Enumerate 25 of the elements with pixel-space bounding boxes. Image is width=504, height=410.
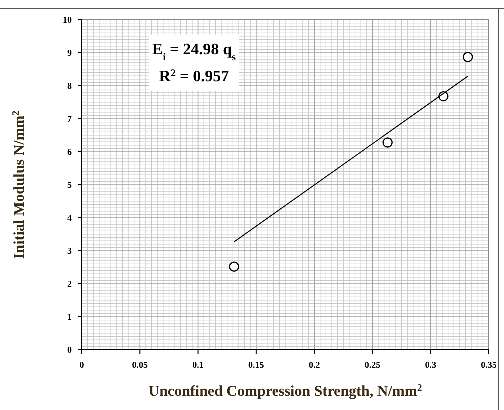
x-tick-label: 0.2 bbox=[308, 360, 321, 370]
y-tick-label: 7 bbox=[68, 114, 72, 124]
y-tick-label: 1 bbox=[68, 312, 72, 322]
annotation: R$^{2}$ = 0.957 bbox=[159, 68, 230, 86]
x-tick-label: 0.05 bbox=[132, 360, 149, 370]
x-tick-label: 0.15 bbox=[248, 360, 265, 370]
annotation: E$_{i}$ = 24.98 q$_{s}$ bbox=[152, 42, 236, 64]
y-tick-label: 5 bbox=[68, 180, 72, 190]
point bbox=[462, 52, 474, 62]
x-tick-label: 0.35 bbox=[481, 360, 498, 370]
y-tick-label: 4 bbox=[68, 213, 72, 223]
y-tick-label: 0 bbox=[68, 345, 72, 355]
x-tick-label: 0.25 bbox=[364, 360, 382, 370]
y-tick-label: 2 bbox=[68, 279, 72, 289]
x-tick-label: 0 bbox=[80, 360, 85, 370]
y-tick-label: 9 bbox=[68, 48, 72, 58]
y-tick-label: 6 bbox=[68, 147, 72, 157]
y-tick-label: 10 bbox=[63, 15, 72, 25]
y-tick-label: 3 bbox=[68, 246, 72, 256]
x-tick-label: 0.3 bbox=[425, 360, 437, 370]
point bbox=[229, 262, 240, 272]
y-tick-label: 8 bbox=[68, 81, 72, 91]
x-axis-title: Unconfined Compression Strength, N/mm$^{2}$ bbox=[148, 382, 422, 400]
point bbox=[382, 138, 393, 148]
x-tick-label: 0.1 bbox=[192, 360, 204, 370]
